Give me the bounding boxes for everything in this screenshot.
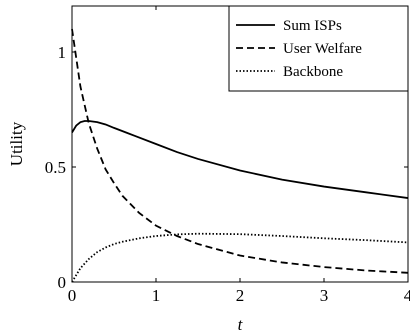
legend-label-backbone: Backbone xyxy=(283,64,343,80)
series-line-sum-isps xyxy=(71,120,409,199)
series-line-user-welfare xyxy=(71,28,409,274)
x-tick-label: 1 xyxy=(152,286,161,305)
legend-label-user-welfare: User Welfare xyxy=(283,41,362,57)
legend: Sum ISPs User Welfare Backbone xyxy=(228,5,409,92)
y-tick-label: 0 xyxy=(58,273,67,292)
x-tick-label: 4 xyxy=(404,286,410,305)
x-tick-label: 0 xyxy=(68,286,77,305)
y-tick-label: 0.5 xyxy=(45,158,66,177)
legend-label-sum-isps: Sum ISPs xyxy=(283,18,342,34)
y-tick-label: 1 xyxy=(58,43,67,62)
series-line-backbone xyxy=(71,232,409,283)
x-tick-label: 2 xyxy=(236,286,245,305)
series-layer xyxy=(71,28,409,283)
x-tick-label: 3 xyxy=(320,286,329,305)
x-axis-label: t xyxy=(238,315,244,334)
y-axis-label: Utility xyxy=(7,121,26,166)
